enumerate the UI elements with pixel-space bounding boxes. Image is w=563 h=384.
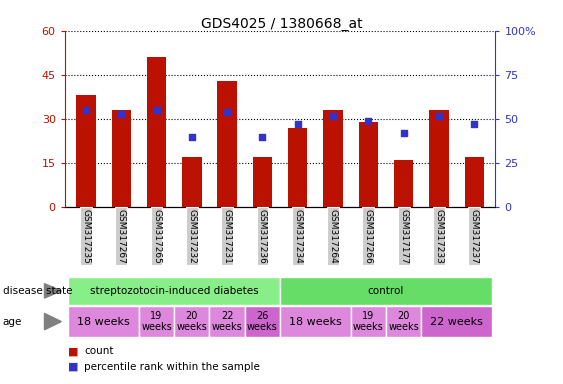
Point [470,121,479,127]
Point [152,107,161,113]
Text: 20
weeks: 20 weeks [176,311,207,333]
Text: ■: ■ [68,346,78,356]
Text: GSM317236: GSM317236 [258,209,267,263]
Text: GSM317266: GSM317266 [364,209,373,263]
Bar [139,306,174,337]
Bar [429,110,449,207]
Text: 22 weeks: 22 weeks [430,316,483,327]
Bar [280,277,492,305]
Point [364,118,373,124]
Text: GSM317233: GSM317233 [435,209,444,263]
Text: 26
weeks: 26 weeks [247,311,278,333]
Text: 19
weeks: 19 weeks [141,311,172,333]
Bar [245,306,280,337]
Point [329,113,338,119]
Bar [288,128,307,207]
Bar [323,110,343,207]
Bar [182,157,202,207]
Point [435,113,444,119]
Text: GSM317265: GSM317265 [152,209,161,263]
Text: 20
weeks: 20 weeks [388,311,419,333]
Bar [253,157,272,207]
Text: GDS4025 / 1380668_at: GDS4025 / 1380668_at [200,17,363,31]
Text: GSM317267: GSM317267 [117,209,126,263]
Bar [76,96,96,207]
Point [117,111,126,117]
Text: ■: ■ [68,362,78,372]
Text: 22
weeks: 22 weeks [212,311,243,333]
Bar [217,81,237,207]
Text: count: count [84,346,114,356]
Bar [174,306,209,337]
Bar [421,306,492,337]
Bar [147,57,166,207]
Bar [209,306,245,337]
Text: GSM317234: GSM317234 [293,209,302,263]
Bar [464,157,484,207]
Bar [351,306,386,337]
Point [222,109,231,115]
Text: 18 weeks: 18 weeks [289,316,342,327]
Polygon shape [44,313,61,330]
Text: GSM317231: GSM317231 [222,209,231,263]
Text: percentile rank within the sample: percentile rank within the sample [84,362,260,372]
Point [82,107,91,113]
Text: GSM317232: GSM317232 [187,209,196,263]
Text: 19
weeks: 19 weeks [353,311,384,333]
Bar [111,110,131,207]
Bar [68,306,139,337]
Bar [394,160,413,207]
Text: age: age [3,317,22,327]
Bar [359,122,378,207]
Point [258,134,267,140]
Text: disease state: disease state [3,286,72,296]
Bar [386,306,421,337]
Bar [280,306,351,337]
Text: GSM317237: GSM317237 [470,209,479,263]
Text: GSM317264: GSM317264 [329,209,338,263]
Bar [68,277,280,305]
Polygon shape [44,284,61,298]
Text: streptozotocin-induced diabetes: streptozotocin-induced diabetes [90,286,258,296]
Text: control: control [368,286,404,296]
Point [187,134,196,140]
Text: GSM317235: GSM317235 [82,209,91,263]
Text: 18 weeks: 18 weeks [77,316,130,327]
Point [399,130,408,136]
Text: GSM317177: GSM317177 [399,209,408,264]
Point [293,121,302,127]
